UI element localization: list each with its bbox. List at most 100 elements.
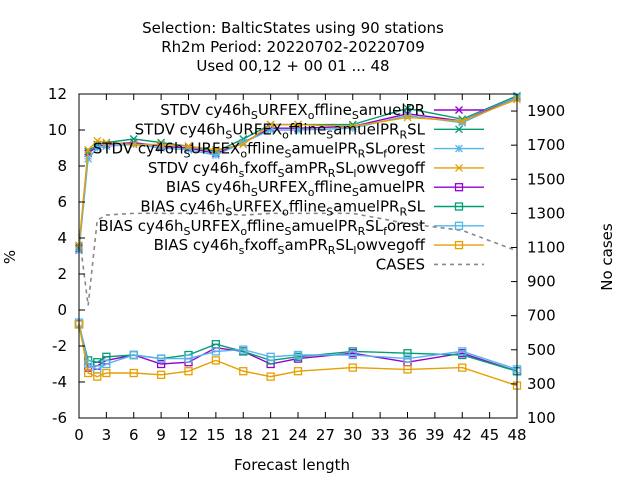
y2-tick-label: 500 [527,341,556,359]
series-4 [75,95,521,250]
legend-entry: BIAS cy46hSURFEXofflineSamuelPRRSL [140,198,484,219]
y2-axis-label: No cases [598,223,616,291]
y2-tick-label: 700 [527,307,556,325]
data-point [184,145,193,154]
series-layer [74,91,522,390]
title-line-1: Selection: BalticStates using 90 station… [142,19,444,37]
data-point [102,359,111,369]
data-point [403,349,412,358]
chart-title: Selection: BalticStates using 90 station… [142,19,444,75]
data-point [455,106,463,114]
series-8 [74,320,522,390]
x-axis-label: Forecast length [234,456,350,474]
x-tick-label: 36 [398,426,417,444]
legend-entry: CASES [376,255,484,273]
data-point [348,122,357,131]
data-point [239,345,248,354]
data-point [266,120,275,129]
data-point [129,140,138,149]
data-point [454,183,464,192]
y2-tick-label: 1300 [527,204,565,222]
y2-tick-label: 1700 [527,136,565,154]
legend-label: CASES [376,255,425,273]
axes-layer: 0 3 6 9 12 15 18 21 24 27 30 33 36 39 42 45 48-6-4-20246… [48,85,565,444]
data-point [93,136,102,145]
data-point [454,240,464,250]
legend-label: STDV cy46hSURFEXofflineSamuelPR [160,101,425,122]
data-point [157,140,166,149]
y2-tick-label: 100 [527,409,556,427]
y-tick-label: 6 [57,193,67,211]
x-tick-label: 15 [206,426,225,444]
data-point [294,120,302,129]
y2-tick-label: 300 [527,375,556,393]
x-tick-label: 9 [156,426,166,444]
data-point [184,367,193,376]
data-point [93,144,102,152]
title-line-3: Used 00,12 + 00 01 ... 48 [196,57,389,75]
data-point [83,368,93,378]
data-point [84,145,93,154]
data-point [458,117,467,125]
data-point [93,140,102,149]
data-point [455,125,463,134]
legend-label: STDV cy46hsfxoffSamPRRSLlowvegoff [148,159,426,180]
data-point [83,359,93,369]
data-point [184,142,193,151]
data-point [458,347,467,356]
y-tick-label: 2 [57,265,67,283]
data-point [403,365,412,374]
series-5 [74,320,522,376]
legend-entry: BIAS cy46hsfxoffSamPRRSLlowvegoff [154,236,484,257]
y-tick-label: 8 [57,157,67,175]
y-tick-label: 12 [48,85,67,103]
x-tick-label: 0 [74,426,84,444]
series-6 [74,320,522,376]
x-tick-label: 45 [480,426,499,444]
x-tick-label: 18 [234,426,253,444]
series-line [78,324,518,372]
x-tick-label: 27 [316,426,335,444]
series-line [78,324,518,372]
data-point [266,372,275,381]
x-tick-label: 30 [343,426,362,444]
x-tick-label: 6 [129,426,139,444]
x-tick-label: 3 [102,426,112,444]
x-tick-label: 24 [288,426,307,444]
data-point [293,367,303,376]
y-tick-label: -2 [52,337,67,355]
data-point [239,140,248,149]
series-line [78,212,518,306]
data-point [403,113,412,122]
data-point [102,138,111,147]
data-point [458,363,467,372]
data-point [211,356,221,365]
y2-tick-label: 1100 [527,238,565,256]
legend-entry: STDV cy46hsfxoffSamPRRSLlowvegoff [148,159,484,180]
data-point [156,354,166,363]
legend-entry: STDV cy46hSURFEXofflineSamuelPR [160,101,484,122]
series-7 [74,318,522,374]
data-point [348,363,357,372]
legend-label: STDV cy46hSURFEXofflineSamuelPRRSLforest [93,140,425,161]
legend-label: BIAS cy46hSURFEXofflineSamuelPR [166,178,425,199]
title-line-2: Rh2m Period: 20220702-20220709 [161,38,425,56]
x-tick-label: 48 [507,426,526,444]
data-point [266,352,275,361]
y2-tick-label: 1900 [527,102,565,120]
data-point [184,354,193,363]
data-point [129,350,138,360]
data-point [403,104,412,113]
x-tick-label: 39 [425,426,444,444]
legend-entry: STDV cy46hSURFEXofflineSamuelPRRSL [135,120,484,141]
data-point [455,163,463,172]
x-tick-label: 21 [261,426,280,444]
data-point [293,350,303,360]
data-point [157,144,166,152]
y2-tick-label: 900 [527,273,556,291]
y-tick-label: 10 [48,121,67,139]
x-tick-label: 42 [453,426,472,444]
y-tick-label: -6 [52,409,67,427]
